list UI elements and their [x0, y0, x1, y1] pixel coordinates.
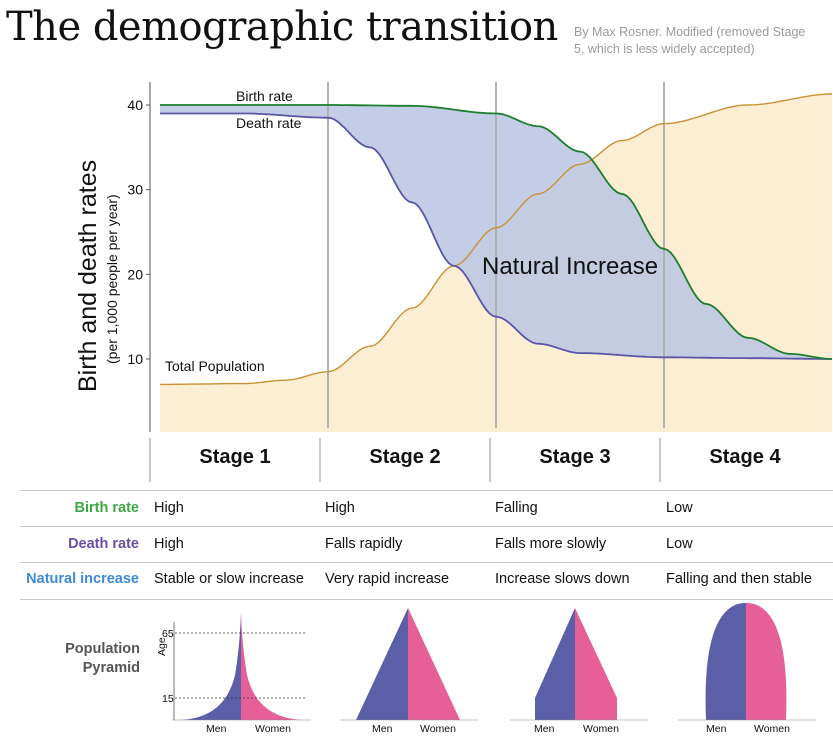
- table-rule: [20, 599, 833, 600]
- cell-increase-stage2: Very rapid increase: [325, 571, 450, 587]
- table-divider: [319, 438, 321, 482]
- stage-1-header: Stage 1: [199, 446, 271, 468]
- pyramid-stage-4-men: [705, 603, 746, 720]
- series-label-birth-rate: Birth rate: [236, 88, 293, 104]
- pyramid-stage-2: [356, 608, 460, 720]
- cell-birth-stage4: Low: [666, 500, 693, 516]
- cell-increase-stage1: Stable or slow increase: [154, 571, 304, 587]
- pyramid-men-label: Men: [534, 723, 555, 735]
- cell-death-stage3: Falls more slowly: [495, 536, 607, 552]
- y-tick-label: 20: [127, 266, 143, 282]
- table-rule: [20, 526, 833, 527]
- y-tick-label: 10: [127, 351, 143, 367]
- cell-increase-stage3: Increase slows down: [495, 571, 630, 587]
- y-axis-title: Birth and death rates: [74, 160, 102, 392]
- series-line-death-rate: [160, 112, 832, 360]
- row-label-natural-increase: Natural increase: [26, 571, 139, 587]
- table-rule: [20, 490, 833, 491]
- series-label-total-population: Total Population: [165, 358, 265, 374]
- population-pyramids: [172, 603, 816, 721]
- row-label-birth-rate: Birth rate: [74, 500, 139, 516]
- page-title: The demographic transition: [6, 4, 558, 50]
- pyramid-stage-3: [535, 608, 617, 720]
- pyramid-age-tick-65: 65: [162, 628, 174, 640]
- row-label-death-rate: Death rate: [68, 536, 139, 552]
- pyramid-stage-1-men: [180, 612, 241, 720]
- stage-4-header: Stage 4: [709, 446, 781, 468]
- pyramid-stage-1: [173, 612, 307, 720]
- stage-3-header: Stage 3: [539, 446, 611, 468]
- population-pyramid-label: Population Pyramid: [65, 641, 140, 676]
- series-line-total-population: [160, 93, 832, 386]
- y-tick-label: 40: [127, 97, 143, 113]
- pyramid-women-label: Women: [583, 723, 619, 735]
- pyramid-women-label: Women: [754, 723, 790, 735]
- stage-2-header: Stage 2: [369, 446, 441, 468]
- cell-birth-stage3: Falling: [495, 500, 538, 516]
- pyramid-stage-2-women: [408, 608, 460, 720]
- credit-note: By Max Rosner. Modified (removed Stage 5…: [574, 25, 806, 56]
- pyramid-stage-4: [705, 603, 787, 720]
- table-rule: [20, 562, 833, 563]
- series-label-death-rate: Death rate: [236, 115, 302, 131]
- cell-death-stage4: Low: [666, 536, 693, 552]
- cell-death-stage2: Falls rapidly: [325, 536, 403, 552]
- pyramid-men-label: Men: [372, 723, 393, 735]
- pyramid-women-label: Women: [255, 723, 291, 735]
- cell-birth-stage1: High: [154, 500, 184, 516]
- table-divider: [659, 438, 661, 482]
- pyramid-stage-2-men: [356, 608, 408, 720]
- pyramid-men-label: Men: [206, 723, 227, 735]
- pyramid-age-tick-15: 15: [162, 693, 174, 705]
- pyramid-age-label: Age: [156, 637, 168, 656]
- table-divider: [149, 438, 151, 482]
- natural-increase-annotation: Natural Increase: [482, 253, 658, 280]
- table-divider: [489, 438, 491, 482]
- pyramid-stage-3-women: [575, 608, 617, 720]
- pyramid-stage-4-women: [746, 603, 787, 720]
- y-axis-subtitle: (per 1,000 people per year): [104, 194, 120, 364]
- pyramid-stage-1-women: [241, 612, 303, 720]
- pyramid-women-label: Women: [420, 723, 456, 735]
- pyramid-men-label: Men: [706, 723, 727, 735]
- demographic-chart: 10 20 30 40 Birth rate Death rate Total Pop…: [74, 82, 833, 432]
- pyramid-stage-3-men: [535, 608, 575, 720]
- cell-increase-stage4: Falling and then stable: [666, 571, 812, 587]
- series-line-birth-rate: [160, 104, 833, 360]
- cell-death-stage1: High: [154, 536, 184, 552]
- y-tick-label: 30: [127, 182, 143, 198]
- cell-birth-stage2: High: [325, 500, 355, 516]
